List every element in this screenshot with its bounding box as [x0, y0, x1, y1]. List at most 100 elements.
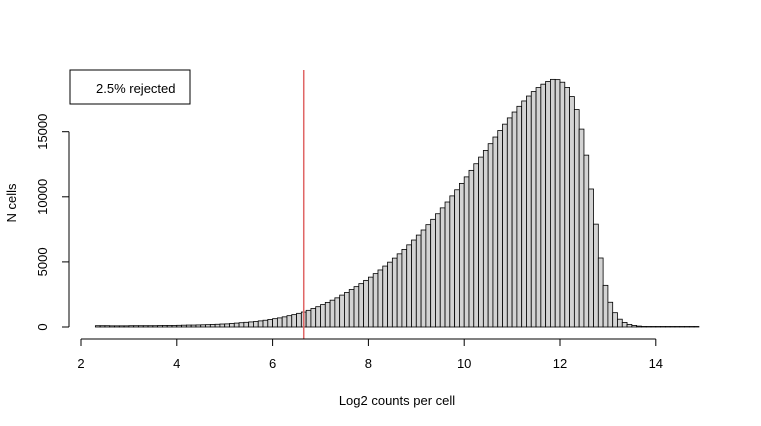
y-axis: 0 5000 10000 15000 [35, 114, 70, 331]
x-tick-label: 12 [553, 356, 567, 371]
histogram-bar [181, 324, 187, 328]
histogram-bar [128, 325, 135, 328]
histogram-bar [415, 234, 422, 328]
histogram-bar [588, 188, 594, 328]
histogram-bar [114, 325, 120, 328]
histogram-bar [358, 283, 365, 328]
histogram-bar [511, 111, 518, 328]
histogram-bar [243, 321, 250, 328]
histogram-bar [650, 326, 657, 328]
histogram-bar [468, 169, 475, 328]
histogram-bar [459, 182, 465, 328]
histogram-bar [626, 323, 633, 328]
histogram-bar [406, 244, 412, 328]
histogram-bar [617, 318, 623, 328]
y-tick-label: 10000 [35, 179, 50, 215]
histogram-bar [99, 325, 106, 328]
histogram-bar [554, 79, 561, 328]
histogram-bar [281, 316, 288, 328]
histogram-bar [602, 284, 609, 328]
histogram-bar [487, 143, 494, 328]
histogram-bar [550, 78, 556, 328]
histogram-bar [176, 324, 182, 328]
histogram-bar [454, 189, 460, 328]
histogram-bar [430, 218, 436, 328]
histogram-bar [162, 325, 168, 328]
legend-text: 2.5% rejected [96, 81, 176, 96]
histogram-bar [152, 325, 159, 328]
histogram-bar [267, 319, 273, 328]
histogram-bar [257, 320, 264, 328]
histogram-bar [229, 323, 235, 328]
histogram-bar [372, 273, 379, 328]
histogram-bar [310, 308, 317, 328]
legend-box [69, 69, 191, 105]
histogram-bar [205, 324, 211, 328]
y-axis-title: N cells [4, 183, 19, 223]
histogram-bar [535, 87, 542, 328]
histogram-bar [262, 319, 269, 328]
histogram-bar [171, 325, 178, 328]
histogram-bar [315, 306, 321, 328]
histogram-bar [195, 324, 202, 328]
histogram-bar [583, 154, 590, 328]
histogram-bar [688, 326, 695, 328]
histogram-bar [411, 239, 417, 328]
histogram-bar [276, 317, 283, 328]
histogram-bar [367, 276, 374, 328]
histogram-bar [190, 324, 197, 328]
histogram-bar [621, 322, 628, 328]
histogram-bar [425, 224, 432, 328]
histogram-bar [166, 325, 173, 328]
histogram-bar [664, 326, 671, 328]
histogram-bar [492, 136, 499, 328]
histogram-bar [200, 324, 206, 328]
histogram-bar [693, 326, 700, 328]
histogram-bar [339, 294, 345, 328]
histogram-bar [324, 301, 331, 328]
histogram-bar [142, 325, 149, 328]
histogram-bar [449, 195, 456, 328]
x-axis: 2 4 6 8 10 12 14 [77, 338, 663, 371]
x-tick-label: 6 [269, 356, 276, 371]
histogram-bar [94, 325, 101, 328]
histogram-bar [607, 301, 614, 328]
histogram-bar [291, 314, 297, 328]
histogram-bar [123, 325, 130, 328]
histogram-bar [545, 81, 551, 328]
histogram-bar [516, 105, 523, 328]
histogram-bar [578, 128, 585, 328]
histogram-bar [521, 100, 527, 328]
histogram-bar [674, 326, 681, 328]
histogram-bar [344, 292, 350, 328]
histogram-bar [597, 257, 604, 328]
histogram-bar [109, 325, 115, 328]
histogram-bar [645, 326, 652, 328]
histogram-bar [530, 91, 537, 328]
histogram-bar [296, 312, 302, 328]
histogram-bar [363, 279, 369, 328]
histogram-bar [482, 150, 489, 328]
histogram-bar [559, 81, 566, 328]
histogram-bar [224, 323, 230, 328]
histogram-bar [209, 323, 216, 328]
histogram-bar [133, 325, 139, 328]
histogram-bar [420, 229, 427, 328]
histogram-bar [679, 326, 685, 328]
histogram-bar [502, 123, 508, 328]
histogram-bar [463, 176, 470, 328]
histogram-bar [320, 304, 326, 328]
histogram-bar [248, 321, 254, 328]
histogram-bar [669, 326, 676, 328]
histogram-bar [382, 265, 388, 328]
histogram-bar [387, 261, 393, 328]
histogram-bar [253, 321, 259, 328]
histogram-bar [526, 95, 532, 328]
histogram-bar [104, 325, 111, 328]
histogram-bar [435, 213, 441, 328]
histogram-bar [564, 87, 570, 328]
histogram-bar [118, 325, 125, 328]
y-tick-label: 0 [35, 323, 50, 330]
histogram-bar [540, 83, 547, 328]
histogram-bar [506, 117, 513, 328]
